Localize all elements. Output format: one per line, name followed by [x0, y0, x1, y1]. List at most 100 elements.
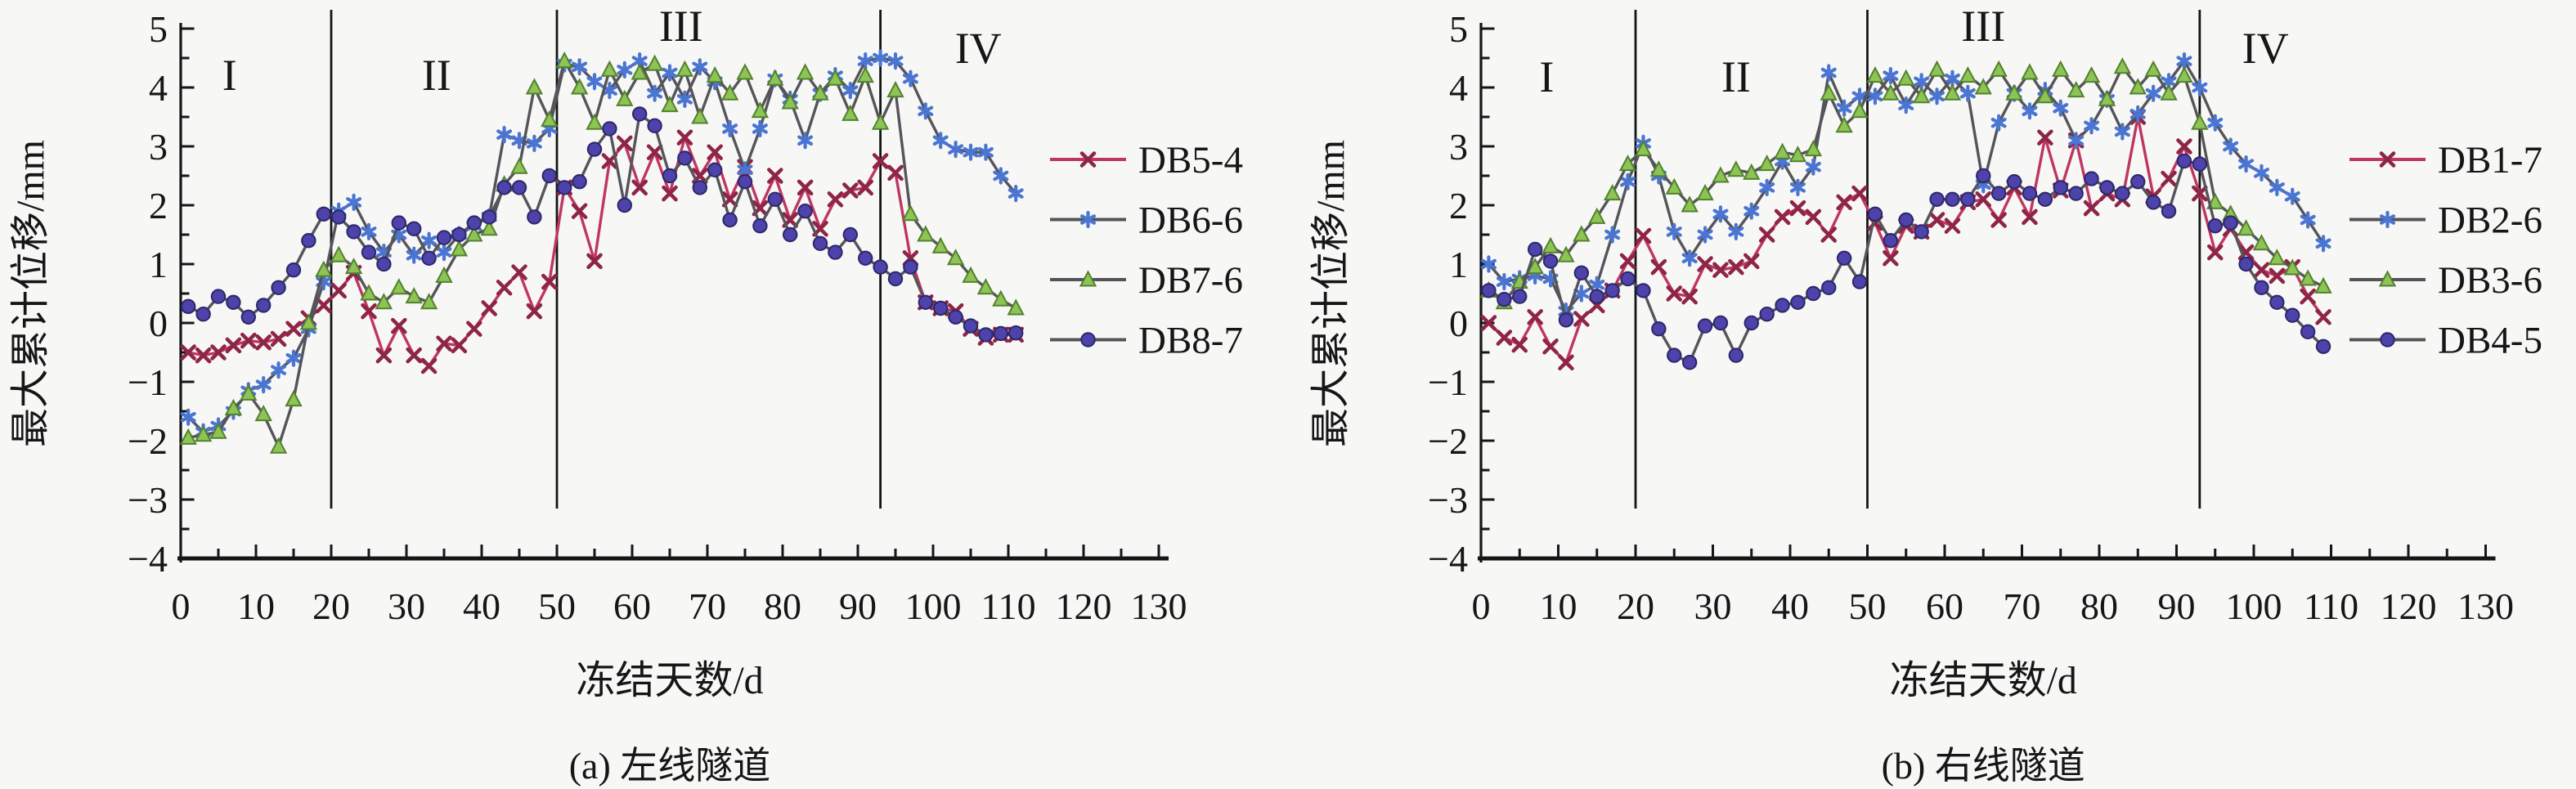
x-marker — [2207, 244, 2224, 261]
triangle-marker — [2082, 65, 2101, 83]
triangle-marker — [811, 83, 829, 101]
legend-item-DB4-5: DB4-5 — [2349, 320, 2542, 362]
circle-marker — [376, 256, 392, 272]
circle-marker — [2223, 215, 2238, 231]
x-marker — [451, 337, 468, 354]
triangle-marker — [645, 54, 664, 71]
asterisk-marker — [873, 49, 889, 67]
circle-marker — [271, 280, 286, 295]
triangle-marker — [405, 286, 423, 304]
asterisk-marker — [1867, 87, 1883, 105]
triangle-marker — [720, 83, 739, 101]
x-marker — [2300, 288, 2316, 305]
triangle-marker — [1820, 83, 1838, 101]
circle-marker — [301, 233, 316, 249]
x-marker — [2161, 170, 2177, 187]
y-tick-label: 3 — [149, 126, 168, 168]
circle-marker — [2037, 191, 2053, 208]
triangle-marker — [931, 236, 949, 253]
x-tick-label: 70 — [2004, 585, 2041, 627]
triangle-marker — [240, 383, 258, 401]
x-marker — [375, 347, 393, 364]
asterisk-marker — [255, 376, 272, 394]
circle-marker — [2380, 332, 2395, 347]
triangle-marker — [450, 240, 469, 257]
triangle-marker — [706, 65, 724, 83]
circle-marker — [466, 215, 482, 231]
legend-label: DB1-7 — [2438, 139, 2542, 182]
x-marker — [1851, 185, 1868, 202]
circle-marker — [1914, 224, 1929, 240]
asterisk-marker — [586, 73, 603, 91]
asterisk-marker — [572, 58, 588, 76]
legend-label: DB3-6 — [2438, 259, 2542, 302]
triangle-marker — [1928, 60, 1946, 77]
circle-marker — [707, 162, 723, 178]
legend-item-DB1-7: DB1-7 — [2349, 139, 2542, 182]
asterisk-marker — [2207, 114, 2224, 132]
x-tick-label: 90 — [839, 585, 877, 627]
legend-item-DB3-6: DB3-6 — [2349, 259, 2542, 302]
triangle-marker — [179, 428, 197, 445]
circle-marker — [1080, 332, 1096, 347]
circle-marker — [1651, 321, 1667, 337]
triangle-marker — [917, 225, 935, 242]
series-DB2-6 — [1480, 52, 2331, 321]
y-tick-label: −4 — [128, 538, 168, 580]
triangle-marker — [224, 398, 243, 415]
circle-marker — [527, 209, 542, 225]
triangle-marker — [435, 266, 453, 283]
circle-marker — [346, 224, 361, 240]
circle-marker — [240, 309, 256, 325]
triangle-marker — [2052, 60, 2070, 77]
x-tick-label: 80 — [2080, 585, 2118, 627]
asterisk-marker — [421, 231, 438, 249]
asterisk-marker — [857, 52, 873, 70]
circle-marker — [2053, 180, 2068, 195]
stage-label-III: III — [1961, 2, 2005, 51]
circle-marker — [451, 226, 467, 243]
asterisk-marker — [1883, 67, 1899, 85]
x-tick-label: 30 — [1694, 585, 1732, 627]
triangle-marker — [1634, 139, 1653, 157]
asterisk-marker — [647, 84, 663, 102]
asterisk-marker — [1914, 73, 1930, 91]
circle-marker — [2006, 174, 2022, 190]
asterisk-marker — [2068, 132, 2085, 150]
asterisk-marker — [918, 102, 934, 120]
asterisk-marker — [1712, 205, 1729, 223]
asterisk-marker — [1496, 273, 1512, 291]
x-tick-label: 80 — [764, 585, 801, 627]
asterisk-marker — [285, 349, 302, 367]
x-marker — [361, 303, 377, 320]
triangle-marker — [1974, 78, 1992, 95]
series-DB7-6 — [179, 51, 1025, 454]
x-marker — [1836, 194, 1852, 211]
triangle-marker — [360, 284, 378, 301]
asterisk-marker — [2269, 178, 2285, 196]
x-marker — [2315, 309, 2331, 325]
x-marker — [842, 182, 859, 199]
circle-marker — [2145, 195, 2161, 210]
circle-marker — [1558, 312, 1574, 328]
asterisk-marker — [1789, 178, 1806, 196]
circle-marker — [557, 180, 572, 195]
circle-marker — [256, 298, 272, 313]
x-marker — [1944, 217, 1961, 234]
asterisk-marker — [1697, 226, 1713, 244]
asterisk-marker — [2022, 102, 2038, 120]
x-marker — [676, 129, 693, 146]
chart-caption: (a) 左线隧道 — [569, 745, 771, 787]
triangle-marker — [1943, 83, 1962, 101]
triangle-marker — [2129, 78, 2147, 95]
x-tick-label: 50 — [538, 585, 576, 627]
triangle-marker — [1542, 236, 1560, 253]
triangle-marker — [1835, 116, 1853, 133]
y-tick-label: 2 — [149, 185, 168, 226]
x-marker — [496, 280, 513, 296]
triangle-marker — [946, 249, 965, 266]
x-marker — [1728, 258, 1744, 276]
x-marker — [872, 153, 889, 169]
